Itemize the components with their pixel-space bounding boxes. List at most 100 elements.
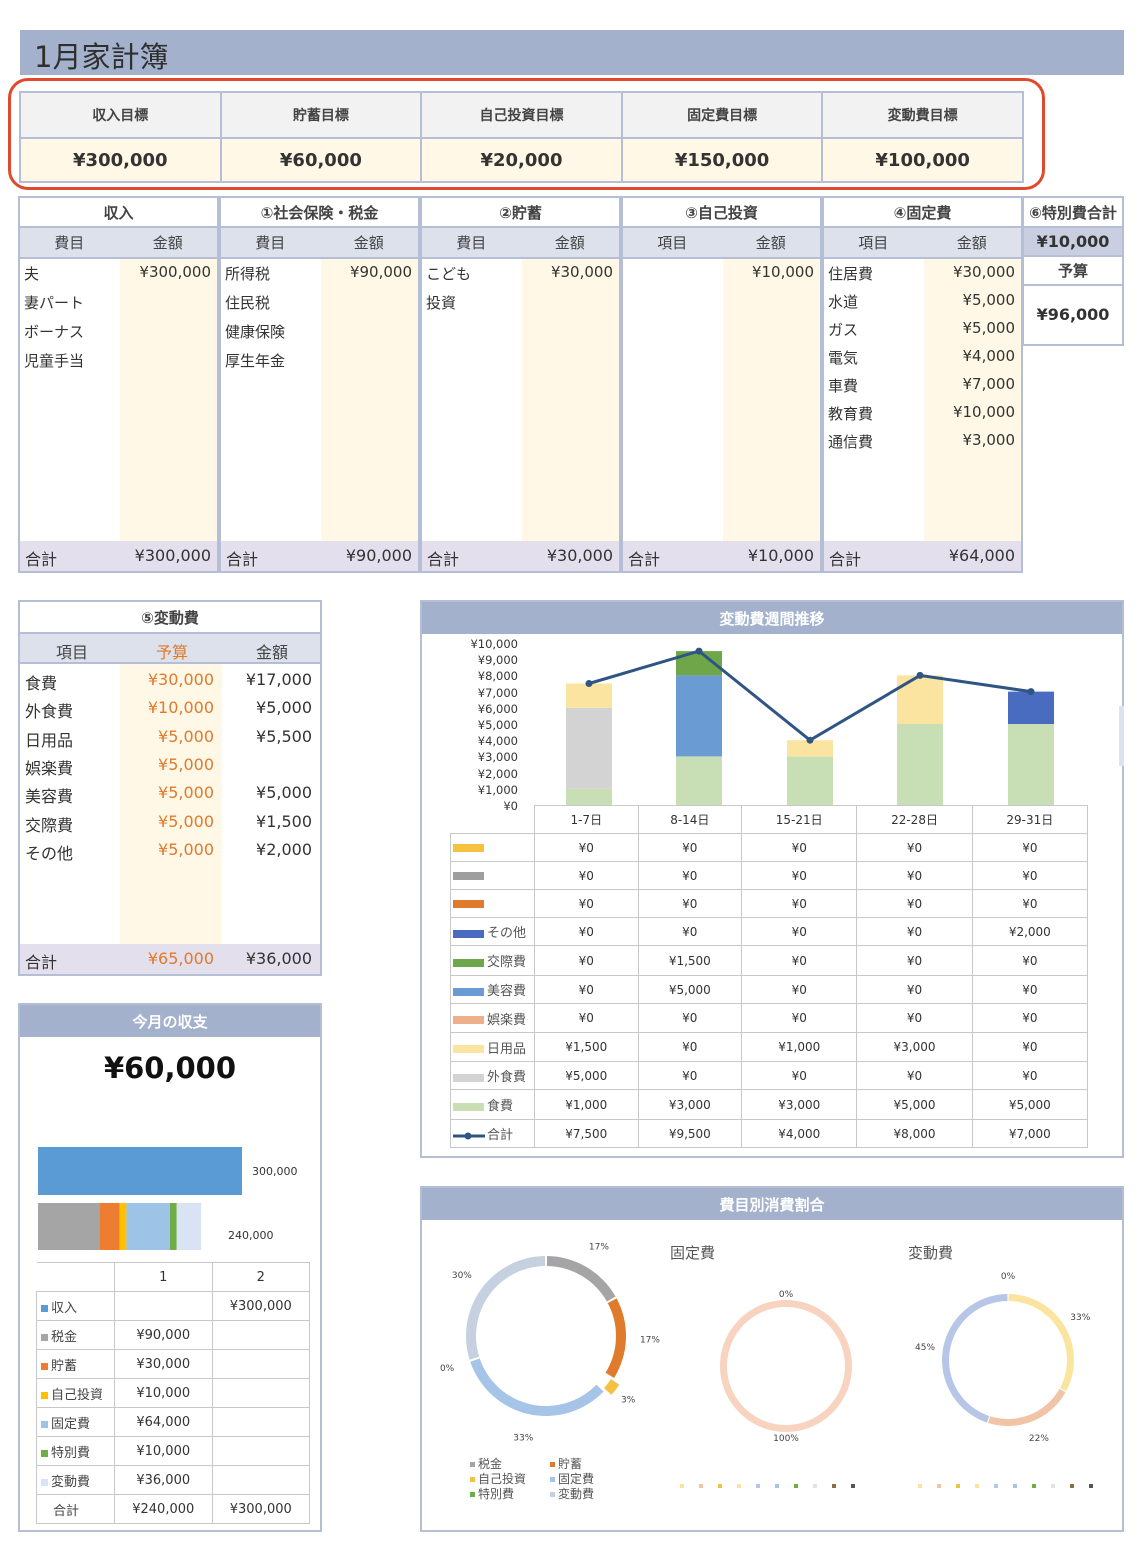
table-row: 特別費 ¥10,000 — [36, 1436, 310, 1466]
label-text: 変動費 — [51, 1474, 91, 1490]
y-tick-label: ¥6,000 — [477, 701, 518, 716]
legend-item: 特別費 — [470, 1485, 514, 1502]
donut-slice — [719, 1300, 852, 1432]
x-category-label: 15-21日 — [741, 805, 858, 834]
table-row[interactable]: 電気 ¥4,000 — [824, 343, 1021, 371]
series-name: 日用品 — [487, 1041, 527, 1057]
row-item: 投資 — [426, 294, 457, 312]
goal-value[interactable]: ¥100,000 — [823, 139, 1022, 181]
legend-swatch — [550, 1492, 555, 1497]
legend-dot — [756, 1484, 760, 1488]
total-amount: ¥10,000 — [747, 546, 814, 565]
goal-value[interactable]: ¥20,000 — [422, 139, 621, 181]
slice-label: 33% — [513, 1433, 533, 1443]
table-row[interactable]: ガス ¥5,000 — [824, 315, 1021, 343]
data-cell: ¥7,500 — [534, 1119, 639, 1148]
table-row[interactable]: 娯楽費 ¥5,000 — [20, 751, 320, 779]
balance-title: 今月の収支 — [20, 1005, 320, 1037]
category-table: 収入 費目 金額夫 ¥300,000 妻パート ボーナス 児童手当 合計 ¥300,000 — [18, 196, 219, 573]
goal-value[interactable]: ¥60,000 — [221, 139, 421, 181]
goal-savings: 貯蓄目標 ¥60,000 — [221, 93, 423, 181]
table-row[interactable]: 日用品 ¥5,000 ¥5,500 — [20, 723, 320, 751]
budget-column-fill — [120, 664, 222, 944]
legend-label: 税金 — [478, 1457, 503, 1471]
col-header: 1 — [114, 1262, 213, 1292]
balance-bar-chart — [38, 1147, 242, 1250]
fixed-cost-pie-title: 固定費 — [670, 1244, 716, 1262]
data-cell: ¥5,000 — [534, 1061, 639, 1090]
goal-value[interactable]: ¥300,000 — [21, 139, 220, 181]
goal-highlight-outline — [8, 78, 1045, 190]
series-label — [450, 889, 535, 918]
table-row[interactable]: 教育費 ¥10,000 — [824, 399, 1021, 427]
legend-dot — [1051, 1484, 1055, 1488]
table-row[interactable]: 水道 ¥5,000 — [824, 287, 1021, 315]
expense-bar-segment — [169, 1203, 177, 1250]
table-row[interactable]: ボーナス — [20, 317, 217, 345]
data-cell: ¥0 — [971, 975, 1089, 1004]
balance-panel: 今月の収支 ¥60,000 300,000 240,000 — [18, 1003, 322, 1532]
col-header: 金額 — [256, 643, 289, 662]
legend-dot — [851, 1484, 855, 1488]
variable-expense-table: ⑤変動費 項目 予算 金額 食費 ¥30,000 ¥17,000 外食費 ¥10,000… — [18, 600, 322, 976]
y-tick-label: ¥5,000 — [477, 718, 518, 732]
category-total-row: 合計 ¥90,000 — [221, 541, 418, 571]
table-row[interactable]: 食費 ¥30,000 ¥17,000 — [20, 666, 320, 694]
table-row[interactable]: 投資 — [422, 288, 619, 316]
special-value[interactable]: ¥10,000 — [1024, 228, 1122, 257]
category-title: 収入 — [20, 198, 217, 228]
table-row[interactable]: 厚生年金 — [221, 346, 418, 374]
table-row[interactable]: ¥10,000 — [623, 259, 820, 287]
category-body: 夫 ¥300,000 妻パート ボーナス 児童手当 — [20, 259, 217, 541]
scrollbar[interactable] — [1119, 706, 1124, 766]
variable-title: ⑤変動費 — [20, 602, 320, 634]
table-row[interactable]: 健康保険 — [221, 317, 418, 345]
data-cell: ¥3,000 — [856, 1032, 973, 1062]
table-row[interactable]: 美容費 ¥5,000 ¥5,000 — [20, 779, 320, 807]
table-row[interactable]: 住民税 — [221, 288, 418, 316]
category-header: 項目 金額 — [623, 228, 820, 259]
table-row[interactable]: 外食費 ¥10,000 ¥5,000 — [20, 694, 320, 722]
table-row[interactable]: その他 ¥5,000 ¥2,000 — [20, 836, 320, 864]
category-title: ①社会保険・税金 — [221, 198, 418, 228]
table-row: ¥0 ¥0 ¥0 ¥0 ¥0 — [450, 833, 1089, 862]
legend-dot — [680, 1484, 684, 1488]
table-row[interactable]: 通信費 ¥3,000 — [824, 427, 1021, 455]
slice-label: 33% — [1070, 1313, 1090, 1323]
goal-value[interactable]: ¥150,000 — [622, 139, 822, 181]
table-row[interactable]: 車費 ¥7,000 — [824, 371, 1021, 399]
row-label: 税金 — [36, 1320, 115, 1350]
row-amount: ¥5,000 — [962, 291, 1016, 309]
legend-swatch — [41, 1478, 48, 1486]
table-row[interactable]: 住居費 ¥30,000 — [824, 259, 1021, 287]
cell: ¥10,000 — [114, 1436, 213, 1466]
row-item: 教育費 — [828, 405, 874, 423]
bar-segment — [566, 788, 612, 805]
table-row[interactable]: 所得税 ¥90,000 — [221, 259, 418, 287]
row-budget: ¥5,000 — [158, 754, 214, 774]
table-row[interactable]: 夫 ¥300,000 — [20, 259, 217, 287]
bar-segment — [566, 707, 612, 789]
income-bar — [38, 1147, 242, 1195]
y-tick-label: ¥10,000 — [470, 637, 518, 651]
category-body: こども ¥30,000 投資 — [422, 259, 619, 541]
legend-dot — [918, 1484, 922, 1488]
table-row[interactable]: 妻パート — [20, 288, 217, 316]
slice-label: 45% — [915, 1343, 935, 1353]
donut-slice — [603, 1379, 620, 1395]
series-label: 交際費 — [450, 945, 535, 976]
goal-variable-cost: 変動費目標 ¥100,000 — [823, 93, 1022, 181]
special-budget-value[interactable]: ¥96,000 — [1036, 304, 1110, 324]
y-tick-label: ¥8,000 — [477, 669, 518, 684]
category-title: ②貯蓄 — [422, 198, 619, 228]
data-cell: ¥0 — [971, 889, 1089, 918]
table-row[interactable]: 児童手当 — [20, 346, 217, 374]
legend-dot — [737, 1484, 741, 1488]
bar-segment — [787, 740, 833, 757]
series-name: 外食費 — [487, 1070, 527, 1085]
data-cell: ¥1,500 — [534, 1032, 639, 1062]
data-cell: ¥0 — [637, 889, 743, 918]
table-row[interactable]: こども ¥30,000 — [422, 259, 619, 287]
table-row[interactable]: 交際費 ¥5,000 ¥1,500 — [20, 808, 320, 836]
data-cell: ¥0 — [971, 1003, 1089, 1033]
